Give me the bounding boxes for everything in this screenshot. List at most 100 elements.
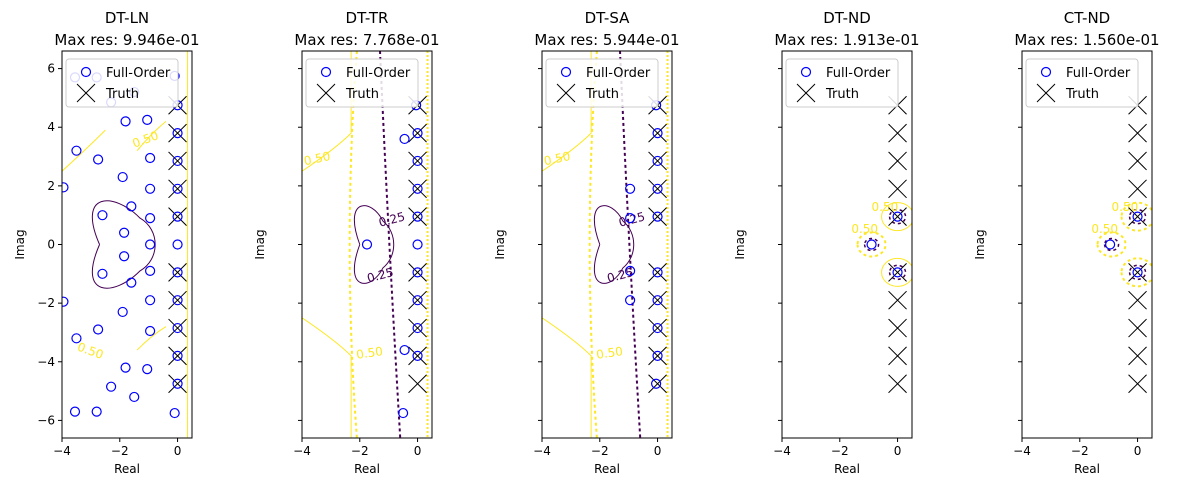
full-order-point (172, 211, 183, 222)
full-order-point (142, 364, 153, 375)
x-tick-label: −4 (533, 444, 551, 458)
full-order-point (172, 378, 183, 389)
full-order-point (652, 350, 663, 362)
full-order-point (172, 322, 183, 334)
truth-marker (888, 207, 907, 227)
x-tick-label: −4 (1013, 444, 1031, 458)
contour-label: 0.50 (75, 340, 105, 362)
truth-marker (168, 262, 187, 282)
truth-marker (1128, 290, 1147, 310)
legend: Full-Order Truth (545, 58, 659, 108)
contour-line (542, 317, 592, 438)
contour-label: 0.50 (543, 149, 572, 168)
x-tick-label: −2 (1071, 444, 1089, 458)
full-order-point (625, 213, 636, 224)
full-order-point (412, 322, 423, 334)
legend-truth-marker (76, 83, 96, 103)
x-axis-label: Real (354, 462, 380, 476)
x-axis-label: Real (1074, 462, 1100, 476)
y-tick-label: 6 (47, 62, 55, 76)
full-order-point (145, 152, 156, 164)
panel-subtitle: Max res: 1.560e-01 (1014, 31, 1159, 49)
full-order-point (120, 362, 131, 373)
full-order-point (172, 127, 183, 139)
truth-marker (168, 123, 187, 143)
truth-marker (408, 179, 427, 199)
contour-line (863, 237, 880, 252)
full-order-point (412, 127, 423, 139)
y-axis-label: Imag (253, 229, 267, 259)
full-order-point (106, 381, 117, 392)
x-axis-label: Real (114, 462, 140, 476)
y-tick-label: −2 (37, 296, 55, 310)
truth-marker (888, 151, 907, 171)
contour-line (354, 205, 395, 284)
legend-full-order-marker (800, 66, 812, 78)
legend-frame (305, 58, 419, 108)
axes-frame (781, 50, 913, 439)
truth-marker (1128, 374, 1147, 394)
truth-marker (648, 262, 667, 282)
contour-label: 0.50 (595, 344, 623, 362)
legend-entry: Full-Order (346, 66, 411, 81)
full-order-point (172, 239, 183, 250)
contour-line (302, 317, 352, 438)
contour-label: 0.50 (130, 128, 160, 150)
x-tick-label: −2 (351, 444, 369, 458)
contour-line (888, 264, 907, 281)
x-tick-label: −2 (591, 444, 609, 458)
legend-full-order-marker (80, 66, 92, 78)
truth-marker (168, 318, 187, 338)
legend-entry: Truth (345, 87, 379, 102)
legend-full-order-marker (320, 66, 332, 78)
y-axis-label: Imag (973, 229, 987, 259)
truth-marker (168, 151, 187, 171)
full-order-point (172, 267, 183, 278)
contour-line (888, 208, 907, 225)
contour-line (881, 257, 912, 287)
plot-area: 0.50 0.50 0.25 0.25 (302, 51, 429, 438)
legend-entry: Full-Order (586, 66, 651, 81)
contour-line (1103, 237, 1120, 252)
axes-frame (541, 50, 673, 439)
full-order-point (866, 239, 877, 250)
contour-label: 0.50 (851, 222, 878, 236)
contour-line (619, 51, 642, 438)
x-tick-label: −4 (293, 444, 311, 458)
contour-line (881, 202, 912, 232)
x-axis-label: Real (594, 462, 620, 476)
contour-label: 0.50 (1112, 200, 1139, 214)
full-order-point (145, 213, 156, 224)
truth-marker (888, 318, 907, 338)
contour-label: 0.50 (355, 344, 383, 362)
x-tick-label: 0 (894, 444, 902, 458)
legend-frame (1025, 58, 1139, 108)
full-order-point (71, 333, 82, 344)
y-tick-label: 0 (47, 238, 55, 252)
truth-marker (1128, 346, 1147, 366)
contour-line (1128, 264, 1147, 281)
legend: Full-Order Truth (305, 58, 419, 108)
full-order-point (412, 211, 423, 222)
y-axis-label: Imag (13, 229, 27, 259)
full-order-point (1105, 239, 1116, 250)
full-order-point (412, 183, 423, 194)
legend-full-order-marker (560, 66, 572, 78)
truth-marker (888, 179, 907, 199)
legend-frame (65, 58, 179, 108)
panel-subtitle: Max res: 1.913e-01 (774, 31, 919, 49)
x-tick-label: 0 (654, 444, 662, 458)
y-tick-label: −4 (37, 355, 55, 369)
panel-subtitle: Max res: 9.946e-01 (54, 31, 199, 49)
contour-line (1120, 257, 1152, 288)
full-order-point (625, 265, 636, 276)
full-order-point (1132, 267, 1143, 278)
full-order-point (652, 155, 663, 167)
truth-marker (408, 318, 427, 338)
full-order-point (412, 267, 423, 278)
plot-area: 0.50 0.50 (62, 51, 189, 438)
contour-label: 0.25 (606, 265, 635, 285)
legend-entry: Full-Order (106, 66, 171, 81)
